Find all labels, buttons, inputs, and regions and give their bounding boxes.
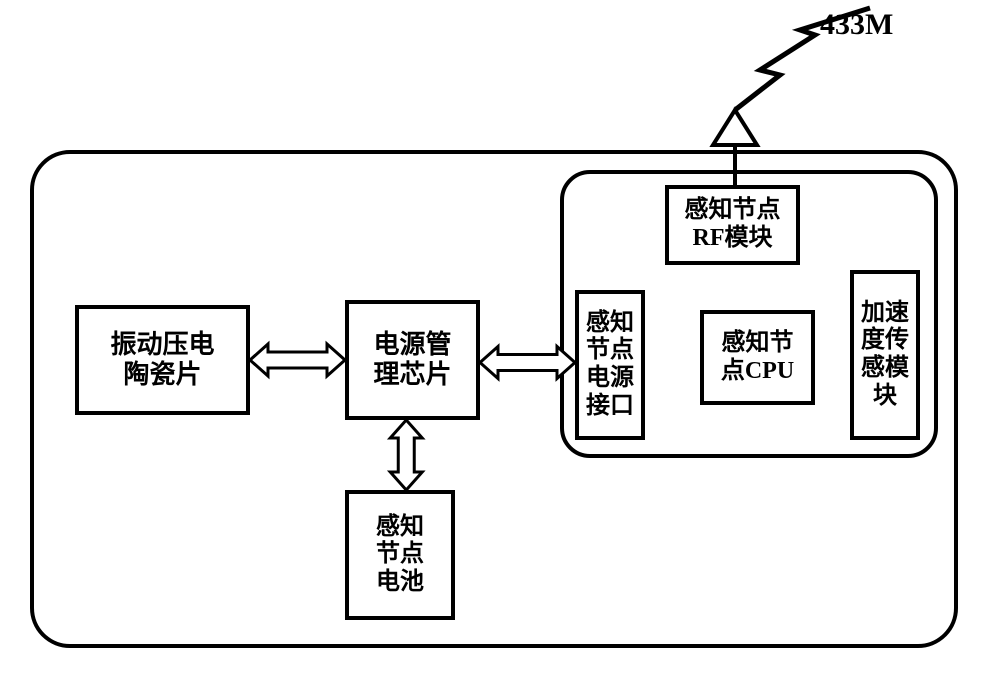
connectors	[0, 0, 1000, 675]
